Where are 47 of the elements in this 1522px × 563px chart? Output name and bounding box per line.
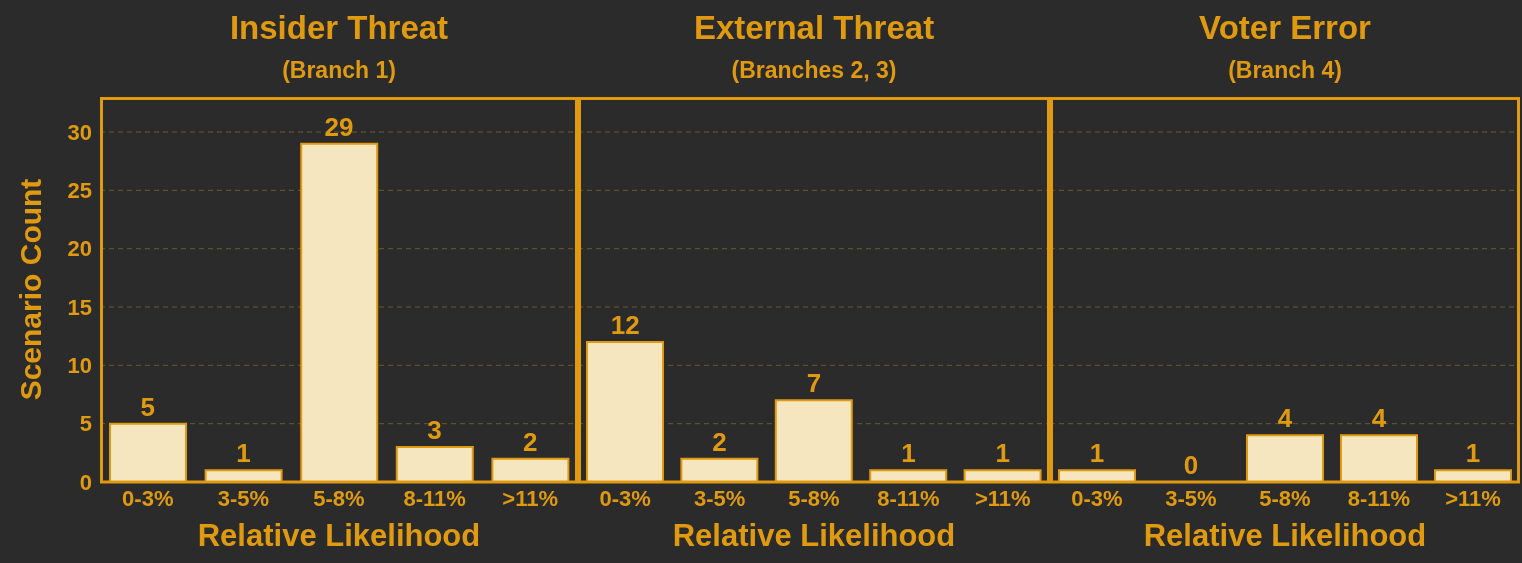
- data-label: 3: [427, 415, 442, 445]
- y-tick-label: 0: [79, 469, 92, 495]
- chart-subtitle: (Branch 4): [1227, 56, 1343, 85]
- x-tick-label: 5-8%: [1259, 485, 1311, 511]
- data-label: 7: [806, 368, 822, 399]
- x-tick-label: >11%: [974, 485, 1031, 511]
- data-label: 12: [610, 310, 640, 340]
- chart-subtitle: (Branch 1): [281, 56, 397, 85]
- y-axis-title: Scenario Count: [13, 178, 47, 401]
- chart-subtitle: (Branches 2, 3): [730, 56, 898, 85]
- y-tick-label: 10: [67, 353, 92, 379]
- x-tick-label: 0-3%: [1071, 485, 1123, 511]
- data-label: 29: [324, 111, 354, 142]
- x-tick-label: 5-8%: [313, 485, 365, 511]
- data-label: 1: [1089, 438, 1105, 469]
- x-tick-label: 0-3%: [122, 485, 174, 511]
- data-label: 2: [522, 426, 538, 457]
- data-label: 5: [140, 391, 156, 422]
- y-tick-label: 25: [67, 178, 92, 204]
- data-label: 4: [1277, 403, 1293, 434]
- x-tick-label: 5-8%: [788, 485, 840, 511]
- x-tick-label: 8-11%: [403, 485, 466, 511]
- x-tick-label: >11%: [1445, 485, 1501, 511]
- y-tick-label: 5: [79, 411, 92, 437]
- data-label: 2: [712, 426, 727, 457]
- x-tick-label: 8-11%: [1347, 485, 1411, 511]
- x-axis-title: Relative Likelihood: [671, 518, 957, 554]
- x-tick-label: 3-5%: [693, 485, 746, 511]
- y-tick-label: 15: [67, 294, 92, 320]
- x-tick-label: 3-5%: [217, 485, 270, 511]
- data-label: 4: [1371, 403, 1387, 434]
- y-tick-label: 30: [67, 119, 92, 145]
- x-tick-label: 8-11%: [877, 485, 940, 511]
- data-label: 1: [236, 438, 251, 469]
- chart-title: Insider Threat: [228, 8, 450, 48]
- x-tick-label: 0-3%: [599, 485, 651, 511]
- x-axis-title: Relative Likelihood: [196, 518, 482, 554]
- x-tick-label: >11%: [502, 485, 559, 511]
- data-label: 0: [1183, 450, 1199, 480]
- x-axis-title: Relative Likelihood: [1142, 518, 1428, 554]
- chart-title: External Threat: [692, 8, 936, 48]
- chart-title: Voter Error: [1198, 8, 1372, 48]
- data-label: 1: [901, 438, 916, 469]
- x-tick-label: 3-5%: [1165, 485, 1217, 511]
- y-tick-label: 20: [67, 236, 92, 262]
- data-label: 1: [1465, 438, 1481, 469]
- data-label: 1: [995, 438, 1011, 469]
